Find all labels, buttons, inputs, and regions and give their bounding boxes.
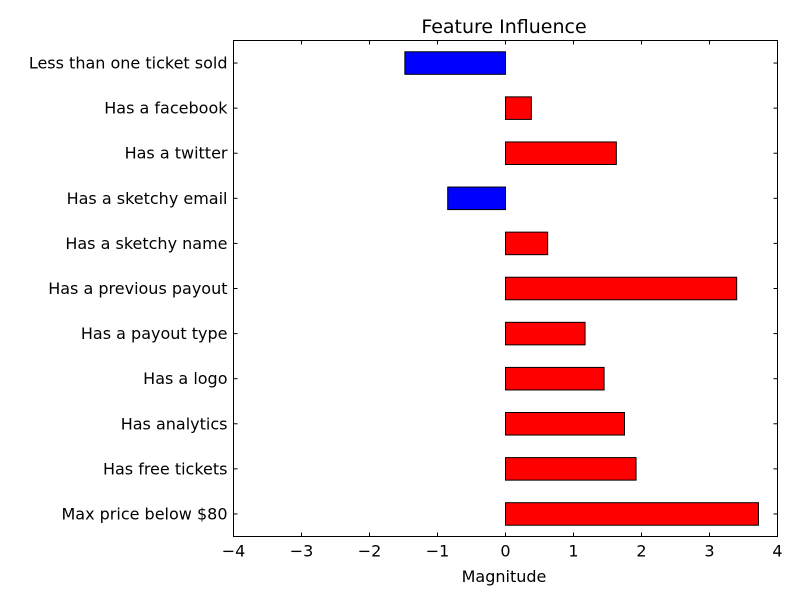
x-tick-label: 0 [500, 542, 510, 561]
x-tick-label: −1 [426, 542, 450, 561]
y-tick-label: Has a payout type [81, 324, 228, 343]
bar [447, 186, 507, 211]
bar [505, 321, 586, 346]
bar [505, 141, 617, 165]
x-axis-label: Magnitude [462, 567, 547, 586]
bar [505, 366, 605, 391]
x-tick-label: 1 [568, 542, 578, 561]
x-tick-label: −4 [222, 542, 246, 561]
y-tick-label: Max price below $80 [61, 504, 227, 523]
bar [404, 51, 506, 75]
y-tick-label: Has analytics [121, 414, 228, 433]
bar [505, 457, 637, 481]
y-tick-label: Has free tickets [103, 459, 228, 478]
y-tick-label: Has a facebook [104, 99, 228, 118]
x-tick-label: 4 [772, 542, 782, 561]
y-tick-label: Has a logo [143, 369, 227, 388]
bars-group [404, 51, 759, 526]
bar [505, 276, 738, 301]
bar [505, 96, 532, 120]
y-tick-label: Less than one ticket sold [29, 54, 228, 73]
bar [505, 412, 625, 436]
x-tick-label: 2 [636, 542, 646, 561]
y-tick-label: Has a sketchy email [67, 189, 228, 208]
x-ticks-group: −4 −3 −2 −1 0 1 2 3 4 [222, 40, 783, 561]
y-tick-label: Has a previous payout [48, 279, 227, 298]
bar [505, 231, 549, 256]
plot-frame [233, 40, 778, 537]
y-ticks-group: Less than one ticket sold Has a facebook H… [29, 54, 778, 523]
x-tick-label: −3 [290, 542, 314, 561]
x-tick-label: −2 [358, 542, 382, 561]
x-tick-label: 3 [704, 542, 714, 561]
bar [505, 502, 759, 526]
y-tick-label: Has a sketchy name [65, 234, 227, 253]
y-tick-label: Has a twitter [125, 144, 228, 163]
chart-title: Feature Influence [421, 16, 586, 38]
